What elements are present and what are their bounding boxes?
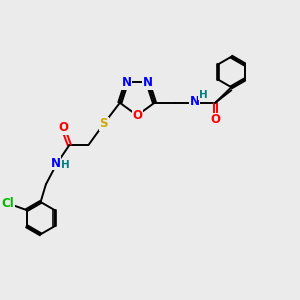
Text: N: N [122, 76, 131, 89]
Text: O: O [58, 121, 68, 134]
Text: Cl: Cl [1, 197, 14, 210]
Text: N: N [190, 95, 200, 108]
Text: O: O [210, 113, 220, 126]
Text: S: S [100, 117, 108, 130]
Text: H: H [199, 90, 207, 100]
Text: H: H [61, 160, 70, 170]
Text: N: N [51, 157, 61, 170]
Text: O: O [132, 109, 142, 122]
Text: N: N [143, 76, 153, 89]
